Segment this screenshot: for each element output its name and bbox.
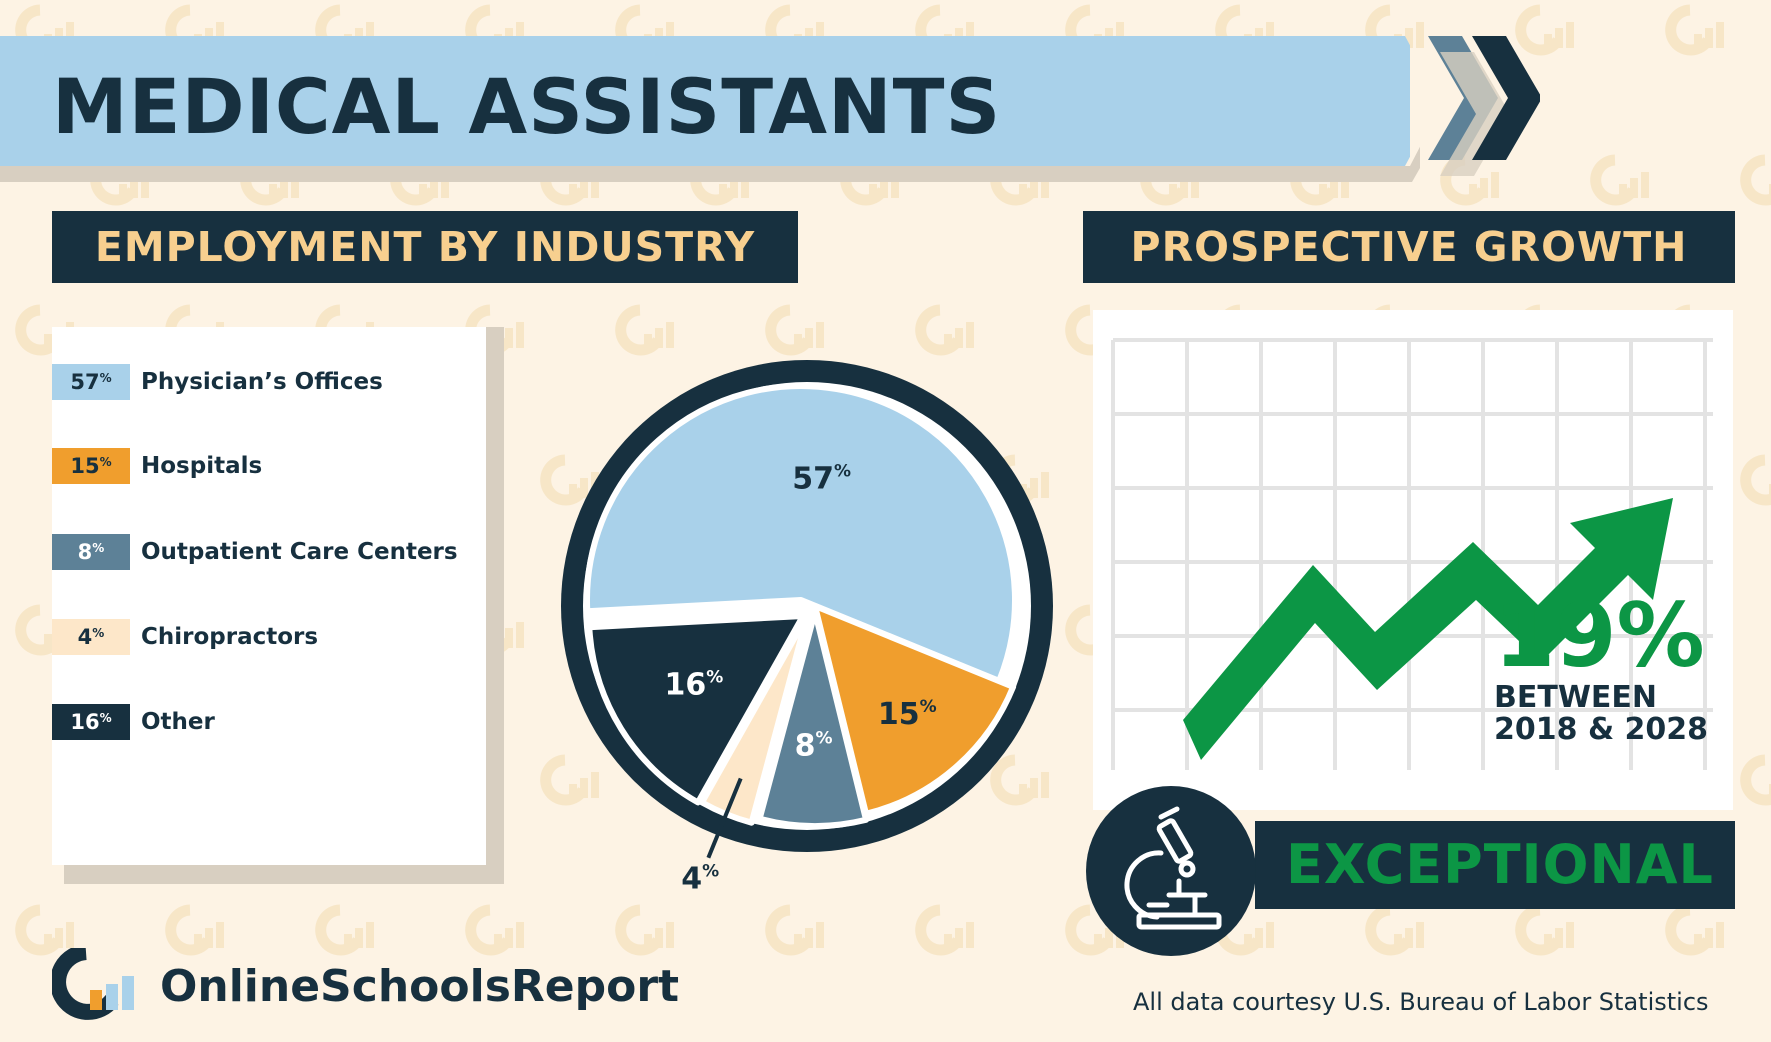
background-logo-mark [1665,4,1724,56]
legend-unit: % [92,626,105,640]
legend-item-chiropractors: 4% Chiropractors [52,619,318,655]
growth-rating-box [1255,821,1735,909]
legend-swatch: 15% [52,448,130,484]
growth-chart-panel [1093,310,1733,810]
growth-rating: EXCEPTIONAL [1286,833,1714,896]
legend-value: 57 [70,370,100,394]
background-logo-mark [1515,904,1574,956]
online-schools-report-logo-icon [52,948,134,1020]
page-title: MEDICAL ASSISTANTS [52,62,1002,151]
pie-slice-label: 8% [795,729,833,764]
legend-swatch: 57% [52,364,130,400]
background-logo-mark [615,904,674,956]
background-logo-mark [915,904,974,956]
growth-percent: 19% [1494,584,1705,687]
growth-period-line2: 2018 & 2028 [1494,712,1709,747]
legend-item-other: 16% Other [52,704,215,740]
legend-label: Outpatient Care Centers [141,539,458,565]
industry-section-heading: EMPLOYMENT BY INDUSTRY [52,211,798,283]
data-source: All data courtesy U.S. Bureau of Labor S… [1133,988,1709,1016]
legend-swatch: 16% [52,704,130,740]
growth-section-heading: PROSPECTIVE GROWTH [1083,211,1735,283]
background-logo-mark [1590,154,1649,206]
legend-unit: % [99,371,112,385]
pie-slice [812,603,1017,817]
legend-swatch: 8% [52,534,130,570]
background-logo-mark [915,304,974,356]
pie-slice-label: 57% [792,462,851,497]
legend-label: Chiropractors [141,624,319,650]
background-logo-mark [1365,904,1424,956]
background-logo-mark [540,754,599,806]
legend-label: Physician’s Offices [141,369,383,395]
background-logo-mark [315,904,374,956]
legend-unit: % [99,711,112,725]
growth-period: BETWEEN 2018 & 2028 [1494,682,1714,746]
legend-item-hospitals: 15% Hospitals [52,448,262,484]
legend-unit: % [92,541,105,555]
pie-slice-label: 16% [664,668,723,703]
legend-label: Hospitals [141,453,263,479]
background-logo-mark [615,304,674,356]
background-logo-mark [15,904,74,956]
legend-label: Other [141,709,215,735]
chevron-arrows-icon [1428,36,1540,176]
background-logo-mark [465,904,524,956]
legend-value: 4 [77,625,93,649]
pie-slice [756,609,870,829]
background-logo-mark [1740,154,1771,206]
growth-period-line1: BETWEEN [1494,680,1658,715]
industry-pie-chart: 57% 15% 8% 4% 16% [561,360,1053,897]
background-logo-mark [165,904,224,956]
legend-card [52,327,486,865]
pie-slice-label: 15% [878,697,937,732]
pie-leader-line [706,777,743,859]
legend-swatch: 4% [52,619,130,655]
pie-slice [586,613,806,806]
growth-arrow-icon [1183,498,1673,760]
title-banner [0,36,1410,166]
background-logo-mark [765,904,824,956]
legend-value: 8 [77,540,93,564]
background-logo-mark [990,754,1049,806]
microscope-icon [1124,806,1222,930]
title-banner-shadow [0,146,1420,182]
legend-item-physicians-offices: 57% Physician’s Offices [52,364,383,400]
background-logo-mark [1740,454,1771,506]
background-logo-mark [1740,754,1771,806]
background-logo-mark [1515,4,1574,56]
pie-slice-label: 4% [681,862,719,897]
legend-unit: % [99,455,112,469]
pie-slice [584,383,1018,684]
microscope-badge [1086,786,1256,956]
growth-grid [1111,338,1713,770]
background-logo-mark [1665,904,1724,956]
legend-value: 15 [70,454,100,478]
legend-value: 16 [70,710,100,734]
legend-item-outpatient-care-centers: 8% Outpatient Care Centers [52,534,458,570]
background-logo-mark [765,304,824,356]
logo-text: OnlineSchoolsReport [160,961,680,1012]
